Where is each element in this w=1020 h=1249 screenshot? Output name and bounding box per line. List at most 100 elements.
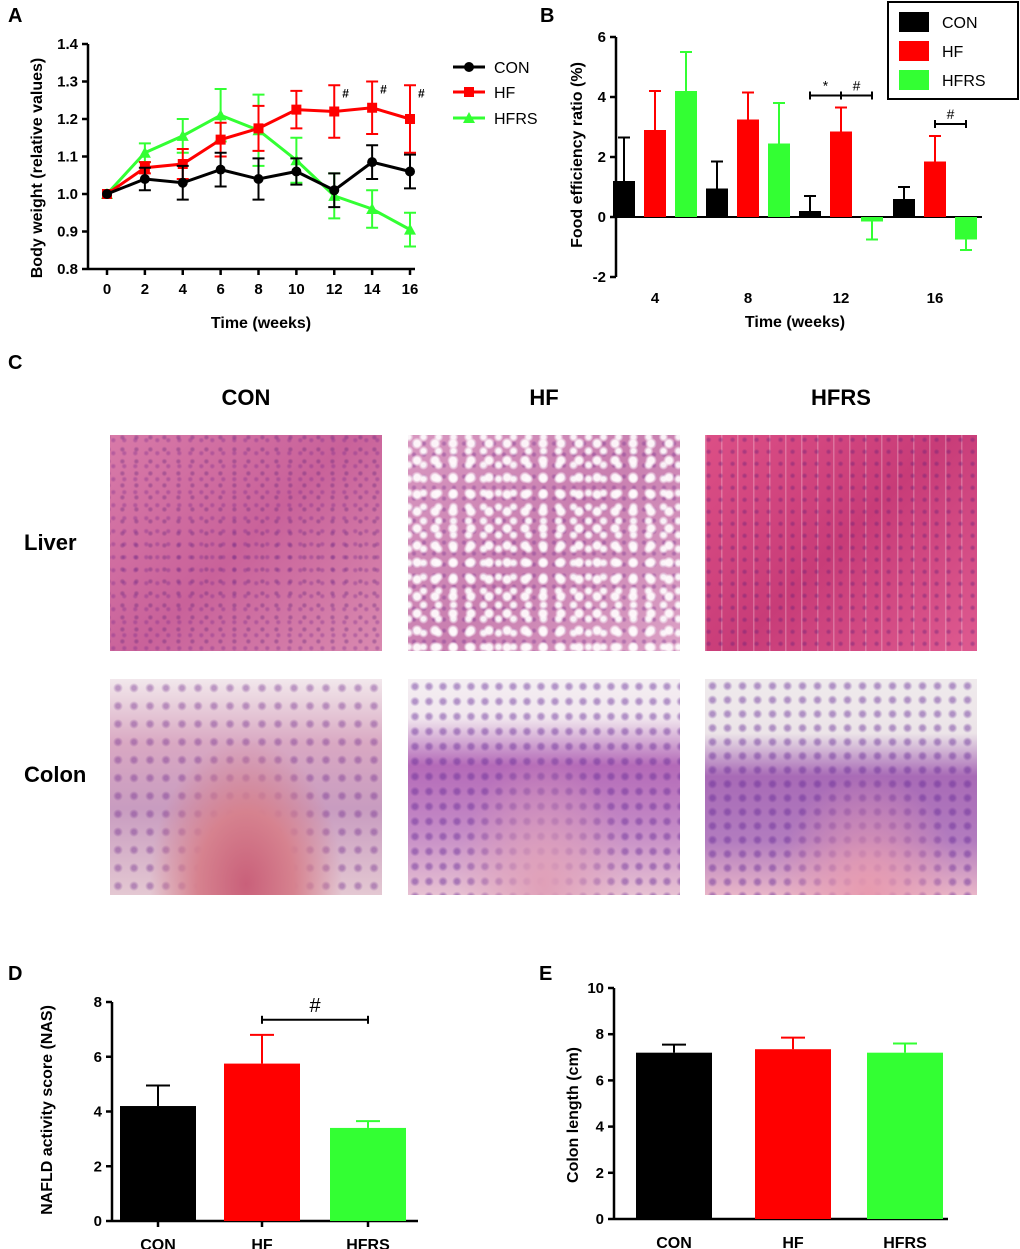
- row-label-liver: Liver: [24, 530, 77, 555]
- panel-a-x-tick-label: 2: [141, 281, 149, 298]
- panel-b-annotation: #: [947, 106, 955, 122]
- panel-b-ylabel: Food efficiency ratio (%): [569, 62, 586, 248]
- panel-a-x-tick-label: 12: [326, 281, 343, 298]
- liver-hf-micrograph: [408, 435, 680, 651]
- panel-a-point-hfrs: [138, 146, 151, 158]
- panel-a-y-tick-label: 1.4: [57, 36, 79, 53]
- panel-d-annotation: #: [309, 995, 321, 1017]
- panel-a-point-con: [291, 166, 302, 177]
- panel-b-bar-hfrs: [768, 143, 790, 217]
- panel-a-point-hf: [367, 102, 378, 113]
- panel-b-bar-con: [799, 211, 821, 217]
- row-label-colon: Colon: [24, 762, 87, 787]
- panel-a-point-con: [102, 189, 112, 199]
- panel-d-letter: D: [8, 963, 22, 985]
- panel-a-x-tick-label: 16: [402, 281, 419, 298]
- panel-b-annotation: #: [853, 78, 861, 94]
- panel-a-point-con: [405, 166, 415, 177]
- panel-b-x-tick-label: 16: [927, 290, 944, 307]
- panel-a-point-hf: [291, 104, 302, 115]
- panel-a-y-tick-label: 1.1: [57, 149, 78, 166]
- panel-a-point-hfrs: [176, 129, 189, 141]
- panel-e-bar-con: [636, 1052, 712, 1219]
- panel-e-bar-hfrs: [867, 1052, 943, 1219]
- panel-a-point-hfrs: [404, 223, 416, 235]
- panel-a-y-tick-label: 0.8: [57, 261, 78, 278]
- panel-b-bar-con: [706, 188, 728, 217]
- panel-a-legend-label: HF: [494, 85, 516, 102]
- panel-d-y-tick-label: 8: [94, 994, 102, 1011]
- panel-a-y-tick-label: 1.2: [57, 111, 78, 128]
- panel-b-x-tick-label: 12: [833, 290, 850, 307]
- panel-e-x-tick-label: HF: [782, 1235, 804, 1249]
- panel-b-annotation: *: [823, 78, 829, 94]
- panel-a-x-tick-label: 14: [364, 281, 381, 298]
- panel-d-x-tick-label: CON: [140, 1237, 176, 1249]
- panel-a-point-con: [215, 164, 226, 175]
- panel-e-x-tick-label: CON: [656, 1235, 692, 1249]
- panel-a-annotation: #: [342, 86, 349, 100]
- panel-a-point-con: [367, 157, 378, 168]
- panel-b-bar-hf: [830, 131, 852, 217]
- panel-e-ylabel: Colon length (cm): [565, 1047, 582, 1183]
- panel-d-ylabel: NAFLD activity score (NAS): [39, 1005, 56, 1215]
- panel-b-y-tick-label: 0: [598, 209, 606, 226]
- panel-e-y-tick-label: 0: [596, 1211, 604, 1228]
- panel-d-bar-con: [120, 1106, 196, 1221]
- panel-b-legend-swatch: [899, 41, 929, 61]
- panel-d-x-tick-label: HFRS: [346, 1237, 390, 1249]
- panel-a-letter: A: [8, 5, 22, 27]
- panel-a-annotation: #: [418, 86, 425, 100]
- panel-b-bar-hfrs: [675, 91, 697, 217]
- panel-a-y-tick-label: 1.3: [57, 74, 78, 91]
- panel-e-bar-hf: [755, 1049, 831, 1219]
- panel-a-legend-marker: [463, 112, 475, 123]
- panel-a-point-con: [139, 174, 150, 184]
- colon-con-micrograph: [110, 679, 382, 895]
- panel-b-legend-swatch: [899, 70, 929, 90]
- panel-a-point-con: [177, 177, 188, 188]
- panel-d-chart: D 0 2 4 6 8 CON HF HFRS # NAFLD activity score (…: [8, 963, 418, 1249]
- panel-b-y-tick-label: 2: [598, 149, 606, 166]
- panel-b-bar-hf: [644, 130, 666, 217]
- panel-a-point-hf: [405, 114, 415, 124]
- panel-a-chart: A 0.8 0.9 1.0 1.1 1.2 1.3 1.4 0 2 4 6 8 10 12 14 16 # # # C…: [8, 5, 538, 332]
- panel-a-x-tick-label: 4: [179, 281, 188, 298]
- panel-b-chart: B -2 0 2 4 6 4 8 12 16 * # # CON HF HFRS Food efficien…: [540, 1, 1019, 331]
- panel-b-legend-label: HF: [942, 44, 964, 61]
- panel-b-bar-hfrs: [955, 217, 977, 240]
- panel-a-point-hf: [177, 159, 188, 169]
- liver-con-micrograph: [110, 435, 382, 651]
- panel-d-y-tick-label: 6: [94, 1049, 102, 1066]
- panel-e-chart: E 0 2 4 6 8 10 CON HF HFRS Colon length (cm): [539, 963, 948, 1249]
- liver-hfrs-micrograph: [705, 435, 977, 651]
- panel-e-y-tick-label: 6: [596, 1072, 604, 1089]
- panel-a-ylabel: Body weight (relative values): [29, 58, 46, 279]
- panel-b-bar-hf: [737, 119, 759, 217]
- column-label-hf: HF: [529, 385, 559, 410]
- panel-a-point-con: [253, 174, 264, 184]
- panel-e-y-tick-label: 4: [596, 1119, 605, 1136]
- panel-b-x-tick-label: 8: [744, 290, 752, 307]
- panel-b-y-tick-label: 4: [598, 89, 607, 106]
- panel-a-annotation: #: [380, 83, 387, 97]
- panel-d-y-tick-label: 0: [94, 1213, 102, 1230]
- panel-d-bar-hfrs: [330, 1127, 406, 1221]
- panel-d-y-tick-label: 4: [94, 1104, 103, 1121]
- panel-b-legend-label: HFRS: [942, 73, 986, 90]
- panel-b-bar-con: [613, 181, 635, 217]
- panel-b-legend-swatch: [899, 12, 929, 32]
- panel-b-y-tick-label: 6: [598, 29, 606, 46]
- panel-d-x-tick-label: HF: [251, 1237, 273, 1249]
- panel-d-bar-hf: [224, 1063, 300, 1221]
- panel-b-y-tick-label: -2: [593, 269, 606, 286]
- panel-a-x-tick-label: 0: [103, 281, 111, 298]
- panel-d-y-tick-label: 2: [94, 1158, 102, 1175]
- panel-e-y-tick-label: 8: [596, 1026, 604, 1043]
- panel-a-point-hfrs: [214, 109, 227, 121]
- panel-a-legend-marker: [464, 87, 474, 97]
- panel-b-letter: B: [540, 5, 554, 27]
- panel-a-xlabel: Time (weeks): [211, 315, 311, 332]
- panel-e-letter: E: [539, 963, 552, 985]
- column-label-hfrs: HFRS: [811, 385, 871, 410]
